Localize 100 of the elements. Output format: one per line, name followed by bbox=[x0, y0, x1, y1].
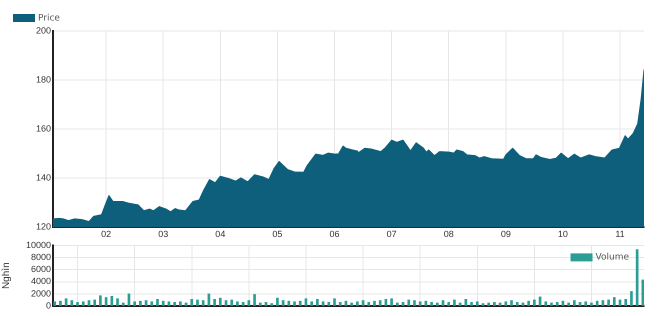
x-tick-label: 03 bbox=[158, 229, 168, 240]
bar bbox=[82, 301, 85, 306]
bar bbox=[236, 301, 239, 306]
bar bbox=[607, 300, 610, 306]
bar bbox=[602, 300, 604, 306]
bar bbox=[482, 303, 484, 306]
bar bbox=[458, 302, 462, 306]
bar bbox=[196, 300, 199, 306]
bar bbox=[224, 300, 228, 306]
bar bbox=[407, 300, 410, 306]
bar bbox=[487, 302, 490, 306]
bar bbox=[53, 301, 56, 306]
bar bbox=[110, 296, 114, 306]
bar bbox=[453, 300, 456, 306]
x-tick-label: 08 bbox=[444, 229, 454, 240]
bar bbox=[133, 301, 136, 306]
bar bbox=[248, 300, 250, 306]
bar bbox=[533, 300, 536, 306]
bar bbox=[430, 302, 433, 306]
y-tick-label: 8000 bbox=[30, 252, 51, 262]
bar bbox=[367, 302, 370, 306]
bar bbox=[93, 300, 96, 306]
bar bbox=[447, 302, 450, 306]
y-tick-label: 2000 bbox=[30, 288, 51, 298]
bar bbox=[344, 300, 348, 306]
bar bbox=[402, 302, 404, 306]
bar bbox=[298, 300, 302, 306]
bar bbox=[190, 299, 194, 306]
bar bbox=[218, 298, 222, 306]
legend-label: Volume bbox=[596, 252, 630, 263]
bar bbox=[612, 297, 616, 306]
y-tick-label: 200 bbox=[36, 25, 51, 36]
bar bbox=[470, 302, 473, 306]
y-tick-label: 160 bbox=[36, 124, 51, 134]
bar bbox=[436, 302, 439, 306]
bar bbox=[522, 302, 524, 306]
bar bbox=[362, 300, 364, 306]
bar bbox=[276, 298, 279, 306]
bar bbox=[567, 302, 570, 306]
bar bbox=[373, 300, 376, 306]
bar bbox=[396, 302, 399, 306]
bar bbox=[338, 302, 342, 306]
bar bbox=[59, 300, 62, 306]
bar bbox=[253, 294, 256, 306]
bar bbox=[173, 302, 176, 306]
bar bbox=[578, 302, 582, 306]
bar bbox=[122, 302, 125, 306]
bar bbox=[556, 302, 559, 306]
y-tick-label: 0 bbox=[46, 300, 51, 310]
bar bbox=[510, 300, 513, 306]
x-tick-label: 05 bbox=[272, 229, 282, 240]
bar bbox=[350, 302, 353, 306]
bar bbox=[156, 299, 159, 306]
bar bbox=[150, 301, 154, 306]
x-tick-label: 07 bbox=[386, 229, 397, 240]
bar bbox=[356, 301, 359, 306]
y-tick-label: 120 bbox=[36, 222, 51, 232]
bar bbox=[590, 302, 593, 306]
bar bbox=[184, 302, 188, 306]
bar bbox=[476, 301, 479, 306]
bar bbox=[202, 300, 205, 306]
bar bbox=[562, 300, 564, 306]
y-tick-label: 180 bbox=[36, 74, 51, 85]
bar bbox=[413, 300, 416, 306]
bar bbox=[527, 300, 530, 306]
bar bbox=[270, 303, 274, 306]
bar bbox=[179, 301, 182, 306]
bar bbox=[418, 301, 422, 306]
bar bbox=[230, 300, 234, 306]
bar bbox=[162, 300, 165, 306]
bar bbox=[384, 299, 388, 306]
bar bbox=[493, 302, 496, 306]
x-tick-label: 06 bbox=[330, 229, 340, 240]
bar bbox=[516, 302, 519, 306]
x-tick-label: 04 bbox=[215, 229, 226, 240]
bar bbox=[76, 302, 79, 306]
bar bbox=[310, 301, 313, 306]
bar bbox=[264, 302, 268, 306]
bar bbox=[104, 297, 108, 306]
bar bbox=[128, 294, 130, 306]
bar bbox=[139, 300, 142, 306]
bar bbox=[538, 296, 542, 306]
bar bbox=[618, 300, 622, 306]
bar bbox=[550, 302, 553, 306]
bar bbox=[596, 300, 599, 306]
legend-label: Price bbox=[38, 13, 60, 24]
bar bbox=[498, 302, 502, 306]
bar bbox=[442, 300, 444, 306]
bar bbox=[88, 300, 90, 306]
y-tick-label: 140 bbox=[36, 172, 51, 183]
bar bbox=[642, 280, 644, 306]
bar bbox=[584, 301, 588, 306]
bar bbox=[99, 295, 102, 306]
bar bbox=[327, 302, 330, 306]
x-tick-label: 10 bbox=[558, 229, 568, 240]
bar bbox=[116, 298, 119, 306]
bar bbox=[322, 301, 324, 306]
bar bbox=[378, 300, 382, 306]
bar bbox=[168, 301, 170, 306]
bar bbox=[258, 302, 262, 306]
